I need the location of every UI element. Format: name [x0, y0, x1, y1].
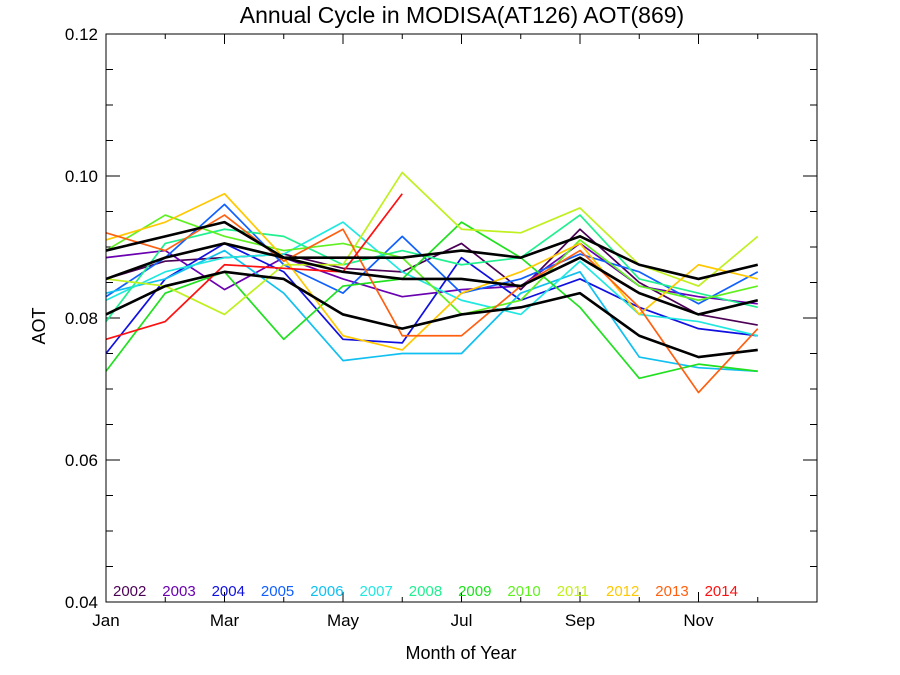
y-tick-label: 0.10 — [65, 167, 98, 186]
legend-entry-2010: 2010 — [507, 583, 540, 600]
legend-entry-2011: 2011 — [557, 583, 589, 600]
legend-entry-2013: 2013 — [655, 583, 688, 600]
legend-entry-2003: 2003 — [162, 583, 195, 600]
x-tick-label: May — [327, 611, 360, 630]
series-line-2008 — [105, 214, 758, 323]
legend-entry-2002: 2002 — [113, 583, 146, 600]
x-axis-label: Month of Year — [405, 643, 516, 663]
legend-entry-2007: 2007 — [360, 583, 393, 600]
y-tick-label: 0.06 — [65, 451, 98, 470]
x-tick-label: Nov — [683, 611, 714, 630]
series-line-2005 — [105, 203, 759, 305]
axes-ticks — [105, 33, 818, 603]
series-line-2010 — [105, 214, 758, 316]
x-tick-label: Jul — [451, 611, 473, 630]
tick-labels: Jan Mar May Jul Sep Nov 0.04 0.06 0.08 0.10 0.12 — [65, 25, 714, 630]
series-line-2003 — [105, 242, 758, 305]
y-tick-label: 0.08 — [65, 309, 98, 328]
x-tick-label: Jan — [92, 611, 119, 630]
x-tick-label: Mar — [210, 611, 240, 630]
plot-frame — [105, 33, 818, 603]
series-lines — [105, 171, 759, 394]
legend: 2002 2003 2004 2005 2006 2007 2008 2009 2010 2011… — [113, 583, 738, 600]
legend-entry-2008: 2008 — [409, 583, 442, 600]
reference-line — [105, 220, 759, 281]
reference-line — [105, 242, 759, 316]
chart-title: Annual Cycle in MODISA(AT126) AOT(869) — [240, 2, 684, 28]
y-tick-label: 0.12 — [65, 25, 98, 44]
series-line-2013 — [105, 214, 759, 394]
reference-line — [105, 270, 758, 359]
legend-entry-2012: 2012 — [606, 583, 639, 600]
legend-entry-2009: 2009 — [458, 583, 491, 600]
y-axis-label: AOT — [29, 307, 49, 344]
y-tick-label: 0.04 — [65, 593, 98, 612]
x-tick-label: Sep — [565, 611, 595, 630]
legend-entry-2004: 2004 — [212, 583, 245, 600]
legend-entry-2006: 2006 — [310, 583, 343, 600]
legend-entry-2005: 2005 — [261, 583, 294, 600]
legend-entry-2014: 2014 — [705, 583, 738, 600]
series-line-2006 — [105, 249, 758, 373]
series-line-2004 — [105, 242, 758, 355]
